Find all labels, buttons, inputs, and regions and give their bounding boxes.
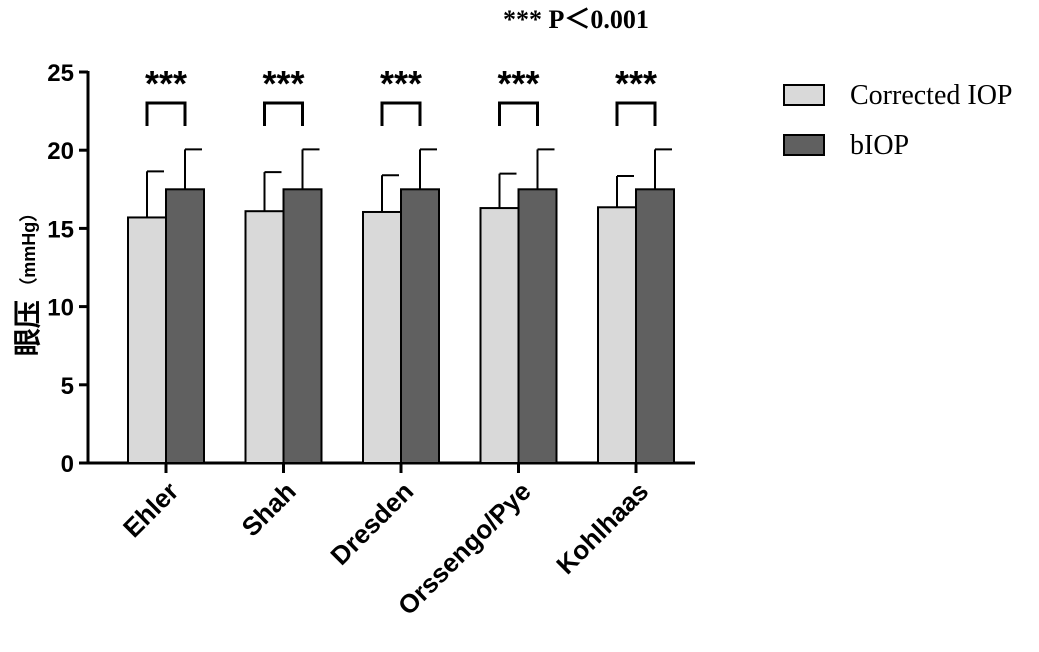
y-tick-label: 25 — [47, 60, 74, 87]
significance-stars: *** — [497, 63, 539, 104]
significance-bracket — [263, 101, 304, 126]
bar-corrected-iop[interactable] — [597, 206, 637, 464]
y-tick-label: 20 — [47, 138, 74, 165]
bar-group-shah: *** Shah — [236, 63, 323, 542]
significance-bracket — [498, 101, 539, 126]
bar-biop[interactable] — [282, 188, 323, 465]
y-tick-label: 15 — [47, 216, 74, 243]
y-tick-label: 10 — [47, 295, 74, 322]
bar-biop[interactable] — [517, 188, 558, 465]
x-tick-label: Dresden — [324, 476, 419, 571]
legend-swatch-corrected-iop[interactable] — [783, 84, 825, 106]
bar-biop[interactable] — [635, 188, 675, 465]
significance-bracket — [615, 101, 657, 126]
y-tick-label: 5 — [61, 373, 74, 400]
y-axis-title: 眼压 （mmHg） — [12, 204, 43, 356]
bar-corrected-iop[interactable] — [362, 210, 402, 464]
y-tick-label: 0 — [61, 451, 74, 478]
x-tick-label: Shah — [236, 476, 302, 542]
legend-label-corrected-iop: Corrected IOP — [850, 80, 1013, 111]
bar-corrected-iop[interactable] — [479, 207, 520, 464]
bar-biop[interactable] — [165, 188, 205, 465]
significance-stars: *** — [145, 63, 187, 104]
bar-group-kohlhaas: *** Kohlhaas — [550, 63, 675, 580]
bar-biop[interactable] — [400, 188, 440, 465]
significance-stars: *** — [380, 63, 422, 104]
significance-note: *** P＜0.001 — [503, 5, 649, 34]
y-axis-title-unit: （mmHg） — [19, 204, 39, 296]
bar-corrected-iop[interactable] — [127, 216, 167, 464]
significance-bracket — [380, 101, 422, 126]
bar-group-ehler: *** Ehler — [117, 63, 205, 543]
legend-swatch-biop[interactable] — [783, 134, 825, 156]
bar-corrected-iop[interactable] — [244, 210, 285, 464]
significance-bracket — [145, 101, 187, 126]
x-tick-label: Kohlhaas — [550, 476, 654, 580]
x-tick-label: Ehler — [117, 476, 184, 543]
y-axis-title-main: 眼压 — [12, 300, 43, 356]
legend-label-biop: bIOP — [850, 130, 909, 161]
legend: Corrected IOP bIOP — [783, 80, 1013, 161]
bar-group-dresden: *** Dresden — [324, 63, 440, 571]
svg-text:眼压 （mmHg）: 眼压 （mmHg） — [12, 204, 43, 356]
significance-stars: *** — [262, 63, 304, 104]
significance-stars: *** — [615, 63, 657, 104]
